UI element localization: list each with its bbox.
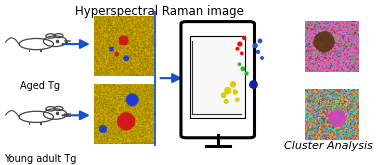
Point bbox=[225, 89, 231, 92]
Point bbox=[239, 52, 245, 55]
Point bbox=[232, 91, 239, 93]
Point bbox=[236, 63, 242, 66]
Point bbox=[234, 99, 240, 101]
Point bbox=[255, 50, 261, 53]
Point bbox=[252, 44, 258, 47]
Point bbox=[230, 83, 236, 86]
Bar bbox=[190, 36, 245, 118]
FancyBboxPatch shape bbox=[181, 22, 254, 138]
Point bbox=[241, 36, 247, 39]
Point bbox=[251, 83, 257, 86]
Text: Hyperspectral Raman image: Hyperspectral Raman image bbox=[75, 5, 244, 18]
Text: Aged Tg: Aged Tg bbox=[20, 81, 60, 91]
Point bbox=[257, 40, 263, 42]
Point bbox=[243, 72, 249, 75]
Point bbox=[240, 67, 246, 70]
Point bbox=[234, 47, 240, 50]
Text: Young adult Tg: Young adult Tg bbox=[4, 154, 77, 164]
Point bbox=[221, 94, 227, 97]
Point bbox=[259, 57, 265, 59]
Point bbox=[237, 43, 243, 45]
Point bbox=[223, 100, 229, 103]
Text: Cluster Analysis: Cluster Analysis bbox=[284, 141, 373, 151]
